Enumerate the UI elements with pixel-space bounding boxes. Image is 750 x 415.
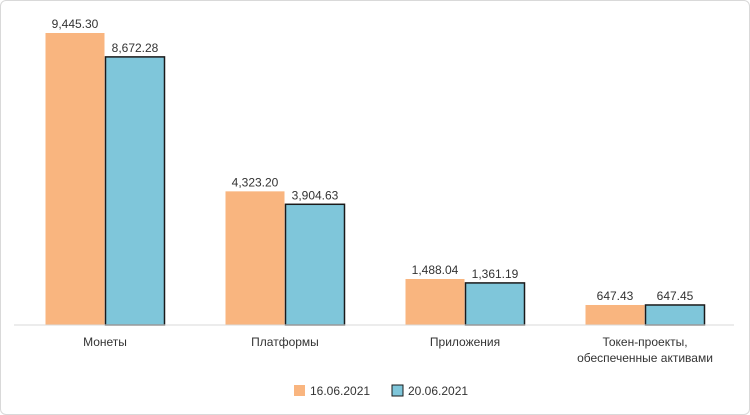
- bar-series2-cat3: [464, 282, 526, 326]
- data-label-series2-cat2: 3,904.63: [292, 188, 339, 202]
- bar-series2-cat4: [644, 304, 706, 326]
- data-labels-layer: 9,445.30 8,672.28 4,323.20 3,904.63 1,488.04…: [52, 17, 694, 303]
- data-label-series2-cat3: 1,361.19: [472, 267, 519, 281]
- bar-series2-cat1: [104, 56, 166, 326]
- data-label-series1-cat3: 1,488.04: [412, 263, 459, 277]
- legend-label-1: 16.06.2021: [310, 384, 370, 398]
- category-label-3: Приложения: [430, 335, 500, 349]
- bar-series1-cat4: [585, 304, 645, 325]
- data-label-series1-cat1: 9,445.30: [52, 17, 99, 31]
- data-label-series2-cat4: 647.45: [657, 289, 694, 303]
- legend-swatch-2: [391, 384, 404, 397]
- legend-swatch-1: [294, 385, 305, 396]
- category-label-1: Монеты: [83, 335, 127, 349]
- data-label-series2-cat1: 8,672.28: [112, 41, 159, 55]
- bar-series2-cat2: [284, 203, 346, 326]
- data-label-series1-cat2: 4,323.20: [232, 175, 279, 189]
- bar-series1-cat3: [405, 278, 465, 325]
- category-label-4-line2: обеспеченные активами: [577, 351, 713, 365]
- category-label-2: Платформы: [251, 335, 319, 349]
- bar-series1-cat1: [45, 33, 105, 325]
- category-label-4-line1: Токен-проекты,: [602, 335, 687, 349]
- legend: 16.06.2021 20.06.2021: [294, 384, 468, 398]
- legend-label-2: 20.06.2021: [408, 384, 468, 398]
- category-labels-layer: Монеты Платформы Приложения Токен-проекты, о…: [83, 335, 713, 365]
- bars-layer: [45, 33, 706, 326]
- data-label-series1-cat4: 647.43: [597, 289, 634, 303]
- bar-series1-cat2: [225, 191, 285, 325]
